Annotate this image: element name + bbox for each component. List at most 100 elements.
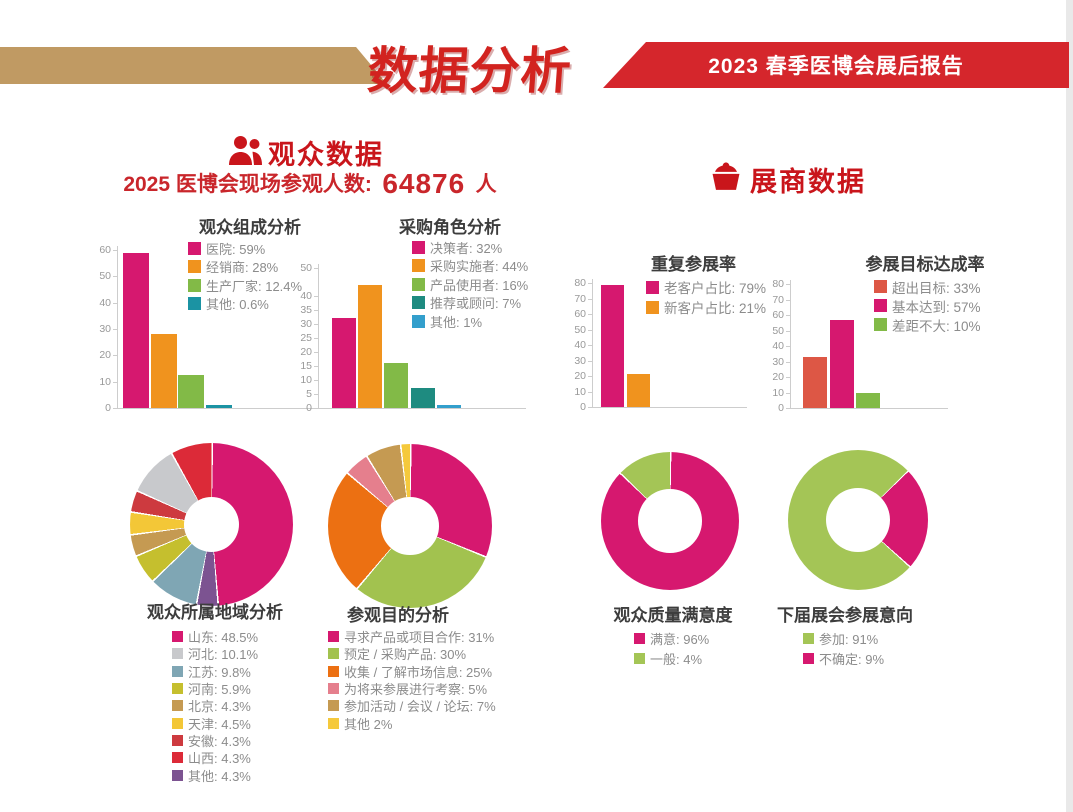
exhibitor-section-title: 展商数据 — [750, 167, 866, 197]
legend-swatch — [412, 259, 425, 273]
legend-swatch — [412, 277, 425, 291]
legend-item: 产品使用者: 16% — [412, 275, 528, 294]
y-tick-mark — [314, 268, 318, 269]
chart-title: 观众组成分析 — [199, 218, 301, 237]
donut-next-intention — [788, 450, 928, 590]
legend-label: 天津: 4.5% — [188, 716, 251, 732]
legend-item: 采购实施者: 44% — [412, 257, 528, 276]
y-tick-label: 0 — [105, 402, 111, 414]
y-tick-mark — [786, 299, 790, 301]
legend-item: 医院: 59% — [188, 239, 302, 258]
legend-item: 基本达到: 57% — [874, 296, 981, 315]
legend-swatch — [188, 278, 201, 292]
page-edge-strip — [1066, 0, 1073, 812]
y-tick-label: 20 — [772, 371, 784, 383]
bar-chart-purchase-role: 采购角色分析 0 5 10 15 20 25 30 35 40 50 — [300, 213, 560, 414]
legend-swatch — [874, 299, 887, 312]
legend-label: 一般: 4% — [650, 651, 703, 667]
legend-item: 新客户占比: 21% — [646, 297, 766, 317]
bar-经销商 — [150, 334, 177, 408]
legend-swatch — [328, 683, 339, 695]
chart-title: 重复参展率 — [651, 255, 736, 274]
bar-chart-repeat-exhibit-rate: 重复参展率 0 10 20 30 40 50 60 70 80 — [570, 250, 815, 413]
y-tick-mark — [113, 276, 117, 278]
donut-title-region: 观众所属地域分析 — [147, 603, 283, 622]
bar-新客户占比 — [627, 374, 650, 407]
legend-item: 超出目标: 33% — [874, 277, 981, 296]
legend-item: 山西: 4.3% — [172, 749, 258, 766]
legend-intention: 参加: 91% 不确定: 9% — [803, 629, 884, 668]
y-tick-label: 50 — [772, 324, 784, 337]
y-tick-label: 50 — [99, 270, 111, 283]
y-tick-label: 10 — [574, 385, 586, 398]
y-tick-label: 50 — [300, 262, 312, 274]
legend-swatch — [188, 260, 201, 274]
x-axis-line — [592, 407, 747, 408]
legend-label: 差距不大: 10% — [892, 318, 981, 334]
y-tick-label: 0 — [580, 401, 586, 413]
legend-label: 寻求产品或项目合作: 31% — [344, 630, 495, 646]
legend-swatch — [328, 665, 339, 677]
y-tick-label: 40 — [300, 290, 312, 302]
legend-label: 为将来参展进行考察: 5% — [344, 682, 488, 698]
y-tick-label: 30 — [300, 318, 312, 330]
legend-label: 超出目标: 33% — [892, 280, 981, 296]
y-tick-mark — [786, 392, 790, 394]
legend-purpose: 寻求产品或项目合作: 31% 预定 / 采购产品: 30% 收集 / 了解市场信息:… — [328, 628, 496, 732]
y-tick-label: 60 — [99, 244, 111, 257]
y-tick-label: 30 — [574, 354, 586, 367]
y-tick-mark — [113, 381, 117, 383]
legend-swatch — [634, 633, 645, 645]
y-tick-label: 70 — [574, 292, 586, 305]
bar-超出目标 — [803, 356, 827, 408]
legend-item: 参加活动 / 会议 / 论坛: 7% — [328, 697, 496, 714]
y-tick-label: 35 — [300, 304, 312, 316]
y-tick-mark — [786, 377, 790, 378]
legend-swatch — [874, 318, 887, 331]
y-tick-label: 10 — [772, 386, 784, 399]
chart-title: 采购角色分析 — [399, 218, 501, 237]
y-tick-label: 10 — [99, 375, 111, 388]
legend-item: 河北: 10.1% — [172, 645, 258, 662]
legend-item: 其他: 0.6% — [188, 295, 302, 314]
y-tick-label: 20 — [99, 349, 111, 362]
y-tick-mark — [588, 329, 592, 331]
y-tick-label: 20 — [574, 370, 586, 382]
y-tick-mark — [314, 352, 318, 353]
legend-swatch — [646, 300, 659, 314]
y-tick-mark — [588, 407, 592, 408]
legend-label: 采购实施者: 44% — [430, 259, 529, 275]
legend-item: 差距不大: 10% — [874, 315, 981, 334]
legend-item: 其他 2% — [328, 714, 496, 732]
legend-item: 其他: 4.3% — [172, 766, 258, 784]
legend-swatch — [328, 631, 339, 643]
legend-label: 基本达到: 57% — [892, 299, 981, 315]
y-tick-label: 0 — [778, 402, 784, 414]
donut-hole — [183, 496, 240, 553]
y-axis-line — [117, 246, 118, 408]
legend-label: 预定 / 采购产品: 30% — [344, 647, 467, 663]
header-tan-band — [0, 47, 387, 84]
legend-swatch — [172, 631, 183, 643]
y-tick-label: 80 — [574, 277, 586, 289]
donut-quality-satisfaction — [601, 452, 739, 590]
legend-repeat-exhibit-rate: 老客户占比: 79% 新客户占比: 21% — [646, 277, 766, 317]
legend-label: 参加活动 / 会议 / 论坛: 7% — [344, 699, 496, 715]
donut-title-intention: 下届展会参展意向 — [777, 606, 913, 625]
legend-item: 安徽: 4.3% — [172, 732, 258, 749]
y-tick-mark — [113, 329, 117, 330]
bar-chart-audience-composition: 观众组成分析 0 10 20 30 40 50 60 — [99, 213, 356, 414]
legend-swatch — [412, 314, 425, 328]
attendance-line: 2025 医博会现场参观人数: 64876 人 — [120, 168, 500, 200]
audience-people-icon — [228, 135, 264, 171]
donut-hole — [638, 489, 702, 553]
y-tick-label: 15 — [300, 360, 312, 372]
legend-swatch — [172, 648, 183, 660]
bar-推荐或顾问 — [410, 388, 435, 408]
y-tick-mark — [588, 360, 592, 362]
y-tick-mark — [786, 361, 790, 363]
bar-其他 — [205, 405, 232, 408]
y-tick-mark — [314, 310, 318, 311]
y-tick-label: 5 — [306, 388, 312, 400]
